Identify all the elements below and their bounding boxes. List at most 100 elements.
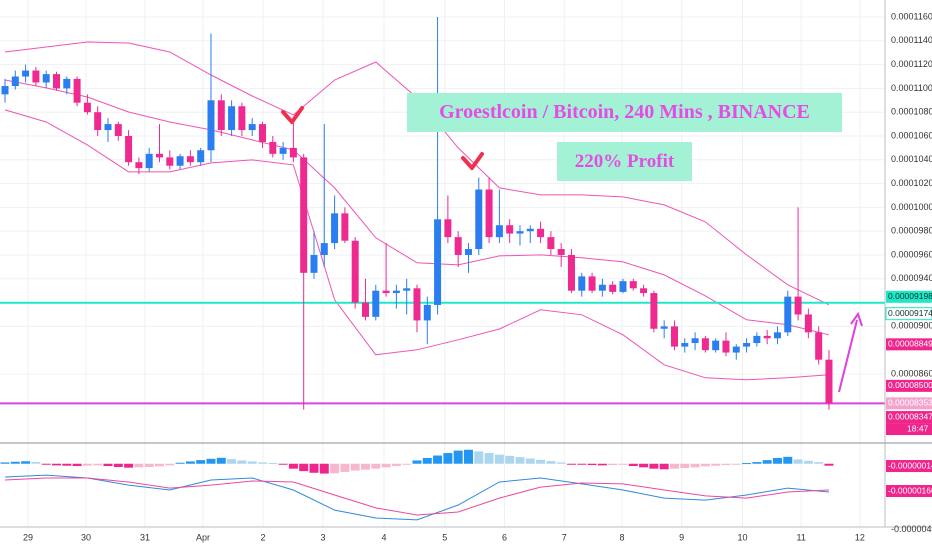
candle-body [423,304,431,321]
histogram-bar [0,462,10,464]
histogram-bar [185,461,195,464]
histogram-bar [196,460,206,464]
candle-body [578,276,586,291]
histogram-bar [175,462,185,464]
x-tick-label: 4 [382,532,387,542]
candle-body [289,147,297,158]
candle-body [166,157,174,166]
histogram-bar [443,453,453,464]
histogram-bar [515,457,525,464]
histogram-bar [391,463,401,467]
y-tick-label: -0.00000400 [891,524,932,534]
histogram-bar [340,463,350,472]
x-tick-label: 7 [562,532,567,542]
candle-body [351,240,359,303]
price-label-box [886,379,932,392]
candle-body [588,276,596,291]
histogram-bar [381,463,391,468]
annotation-box [557,142,692,181]
histogram-bar [21,461,31,464]
histogram-bar [762,460,772,464]
band-middle [4,79,830,336]
candle-body [825,359,833,404]
histogram-bar [731,463,741,465]
candle-body [320,243,328,255]
price-label-box [886,338,932,351]
candle-body [392,290,400,294]
histogram-bar [278,463,288,465]
price-label: 0.00008849 [888,339,932,349]
histogram-bar [237,460,247,464]
histogram-bar [659,463,669,470]
histogram-bar [247,461,257,464]
histogram-bar [669,463,679,469]
candle-body [804,314,812,333]
price-label: -0.00000014 [888,460,932,470]
candle-body [341,213,349,241]
candle-body [22,70,30,77]
candle-body [52,74,60,89]
histogram-bar [402,463,412,465]
histogram-bar [350,463,360,471]
candle-body [42,74,50,83]
macd-line [4,474,830,521]
histogram-bar [597,463,607,466]
histogram-bar [566,463,576,465]
candle-body [73,78,81,103]
candle-body [228,106,236,131]
histogram-bar [525,458,535,464]
candle-body [372,290,380,317]
candle-body [135,162,143,169]
candle-body [331,213,339,244]
candle-body [619,281,627,292]
candle-body [104,124,112,131]
candle-body [454,237,462,255]
candle-body [11,76,19,87]
histogram-bar [680,463,690,469]
candle-body [444,219,452,238]
price-label: 0.00008347 [888,411,932,421]
price-label-box [886,397,932,410]
countdown-box [886,423,932,436]
histogram-bar [628,463,638,467]
candle-body [506,225,514,234]
histogram-bar [144,463,154,468]
band-lower [4,109,830,381]
histogram-bar [783,456,793,464]
histogram-bar [124,463,134,468]
histogram-bar [556,462,566,464]
price-label-box [885,307,932,321]
histogram-bar [227,459,237,464]
candle-body [361,302,369,317]
candle-body [83,102,91,113]
histogram-bar [639,463,649,468]
histogram-bar [505,455,515,464]
candle-body [629,281,637,289]
x-tick-label: 12 [855,532,865,542]
candle-body [794,296,802,315]
candle-body [567,254,575,291]
histogram-bar [453,450,463,464]
candle-body [753,335,761,344]
candle-body [434,219,442,305]
histogram-bar [463,449,473,464]
histogram-bar [31,462,41,464]
x-tick-label: 5 [442,532,447,542]
y-tick-label: 0.00008600 [891,368,932,378]
histogram-bar [412,460,422,464]
x-tick-label: 11 [796,532,805,542]
histogram-bar [62,463,72,466]
candle-body [300,157,308,273]
price-label-box [886,290,932,303]
candle-body [722,340,730,353]
candle-body [670,326,678,347]
x-tick-label: 8 [619,532,624,542]
